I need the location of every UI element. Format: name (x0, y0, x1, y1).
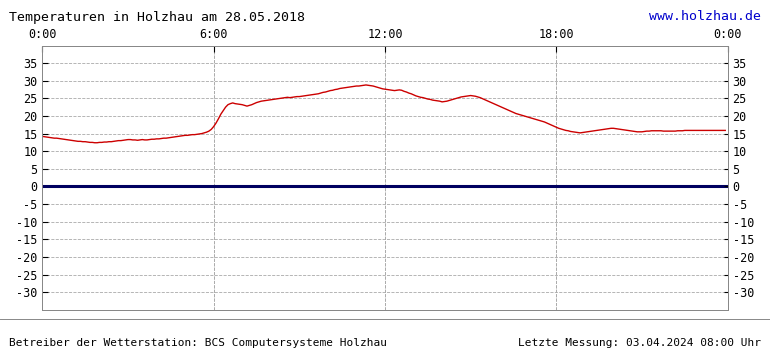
Text: Temperaturen in Holzhau am 28.05.2018: Temperaturen in Holzhau am 28.05.2018 (9, 10, 305, 23)
Text: Betreiber der Wetterstation: BCS Computersysteme Holzhau: Betreiber der Wetterstation: BCS Compute… (9, 338, 387, 348)
Text: www.holzhau.de: www.holzhau.de (649, 10, 761, 23)
Text: Letzte Messung: 03.04.2024 08:00 Uhr: Letzte Messung: 03.04.2024 08:00 Uhr (517, 338, 761, 348)
